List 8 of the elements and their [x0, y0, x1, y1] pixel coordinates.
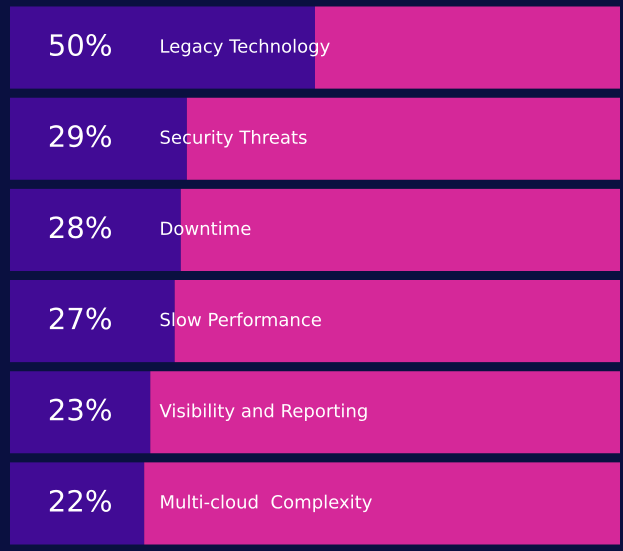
data-label: 28%	[50, 216, 111, 238]
y-tick-label: Multi-cloud Complexity	[161, 494, 372, 512]
data-label: 29%	[50, 125, 111, 148]
data-label: 27%	[50, 307, 111, 330]
data-label: 23%	[50, 398, 111, 421]
data-label: 50%	[50, 34, 111, 56]
y-tick-label: Visibility and Reporting	[160, 404, 367, 421]
data-label: 22%	[50, 490, 111, 512]
